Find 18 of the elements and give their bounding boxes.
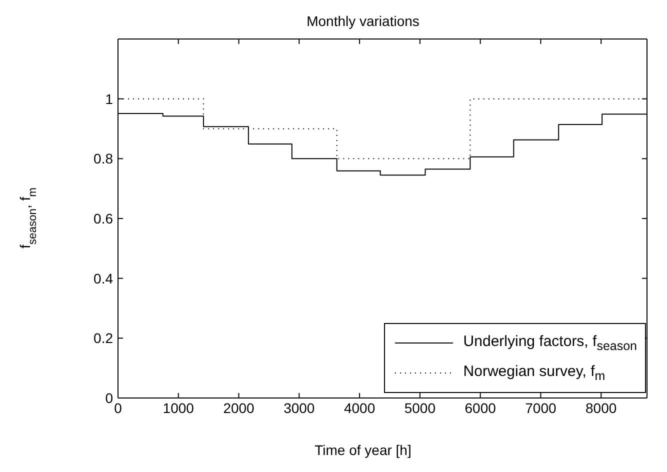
y-tick-label: 0.8 bbox=[94, 150, 114, 167]
x-tick-label: 3000 bbox=[284, 400, 315, 416]
x-tick-label: 7000 bbox=[525, 400, 556, 416]
legend-label: Norwegian survey, f$_{m}$ bbox=[463, 363, 606, 383]
y-tick-label: 1 bbox=[105, 90, 114, 107]
y-tick-label: 0 bbox=[105, 390, 114, 406]
y-tick-label: 0.2 bbox=[94, 330, 114, 346]
y-tick-label: 0.4 bbox=[94, 270, 114, 286]
x-tick-label: 6000 bbox=[464, 400, 496, 416]
legend-label: Underlying factors, f$_{season}$ bbox=[463, 333, 637, 353]
x-tick-label: 2000 bbox=[223, 400, 255, 416]
x-tick-label: 4000 bbox=[344, 400, 376, 416]
chart-title: Monthly variations bbox=[306, 13, 420, 29]
x-tick-label: 8000 bbox=[586, 400, 617, 416]
y-tick-label: 0.6 bbox=[94, 210, 114, 226]
x-axis-title: Time of year [h] bbox=[314, 442, 412, 458]
x-tick-label: 5000 bbox=[404, 400, 436, 416]
x-tick-label: 1000 bbox=[162, 400, 194, 416]
